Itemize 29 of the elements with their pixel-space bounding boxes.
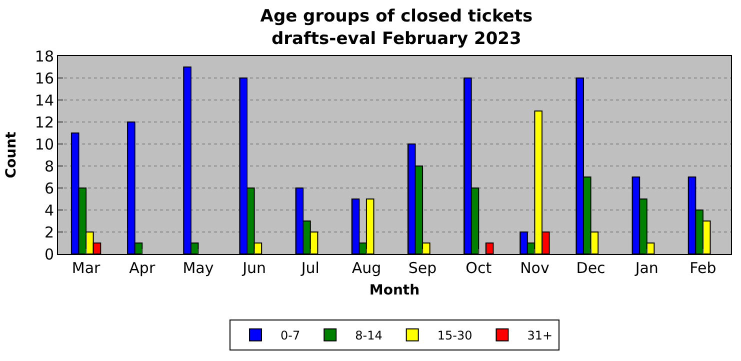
legend-label: 15-30 (437, 328, 472, 343)
x-tick-label: Jul (300, 259, 320, 277)
y-tick-label: 10 (34, 135, 54, 154)
y-tick-label: 16 (34, 69, 54, 88)
y-tick-label: 4 (44, 201, 54, 220)
y-tick-label: 14 (34, 91, 54, 110)
x-tick-label: Mar (72, 259, 102, 277)
x-tick-label: Dec (576, 259, 606, 277)
y-tick-label: 2 (44, 223, 54, 242)
x-tick-label: May (182, 259, 214, 277)
x-axis-title: Month (369, 282, 420, 298)
x-tick-label: Feb (690, 259, 716, 277)
y-tick-label: 12 (34, 113, 54, 132)
x-tick-label: Apr (129, 259, 156, 277)
legend-label: 8-14 (355, 328, 382, 343)
chart-title: Age groups of closed tickets drafts-eval February 2023 (260, 6, 533, 49)
x-tick-label: Jan (634, 259, 658, 277)
y-axis-title: Count (4, 131, 20, 178)
y-tick-label: 18 (34, 47, 54, 66)
legend-label: 0-7 (280, 328, 300, 343)
y-tick-label: 8 (44, 157, 54, 176)
x-tick-label: Jun (242, 259, 266, 277)
legend-label: 31+ (527, 328, 553, 343)
x-tick-label: Oct (466, 259, 492, 277)
y-tick-label: 6 (44, 179, 54, 198)
y-tick-label: 0 (44, 245, 54, 264)
x-tick-label: Sep (408, 259, 437, 277)
x-tick-label: Aug (352, 259, 382, 277)
x-tick-label: Nov (520, 259, 550, 277)
